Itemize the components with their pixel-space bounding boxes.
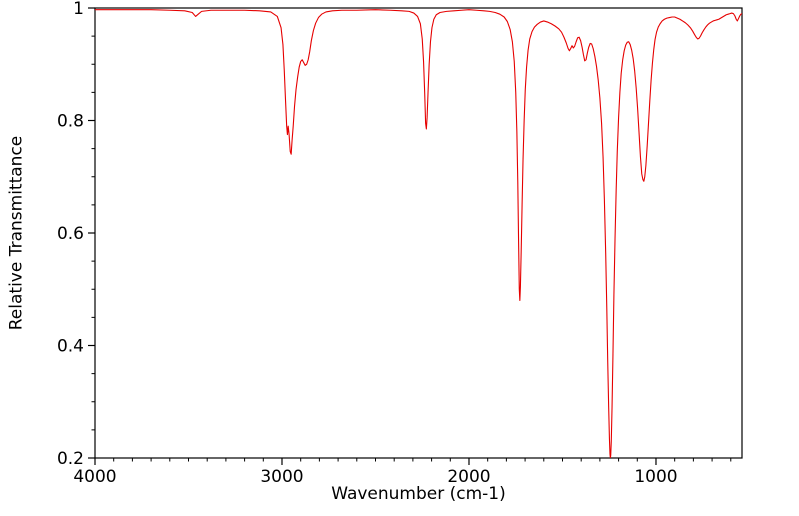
y-tick-label: 0.6 [57,224,84,244]
x-tick-label: 2000 [447,467,490,487]
y-tick-label: 0.4 [57,337,84,357]
spectrum-line [95,9,742,458]
y-tick-label: 0.2 [57,449,84,469]
x-tick-label: 4000 [73,467,116,487]
x-axis-title: Wavenumber (cm-1) [331,484,506,504]
plot-border [94,7,743,459]
y-tick-label: 1 [73,0,84,19]
x-tick-label: 3000 [260,467,303,487]
y-axis-title: Relative Transmittance [6,135,27,331]
x-tick-label: 1000 [634,467,677,487]
y-tick-label: 0.8 [57,112,84,132]
